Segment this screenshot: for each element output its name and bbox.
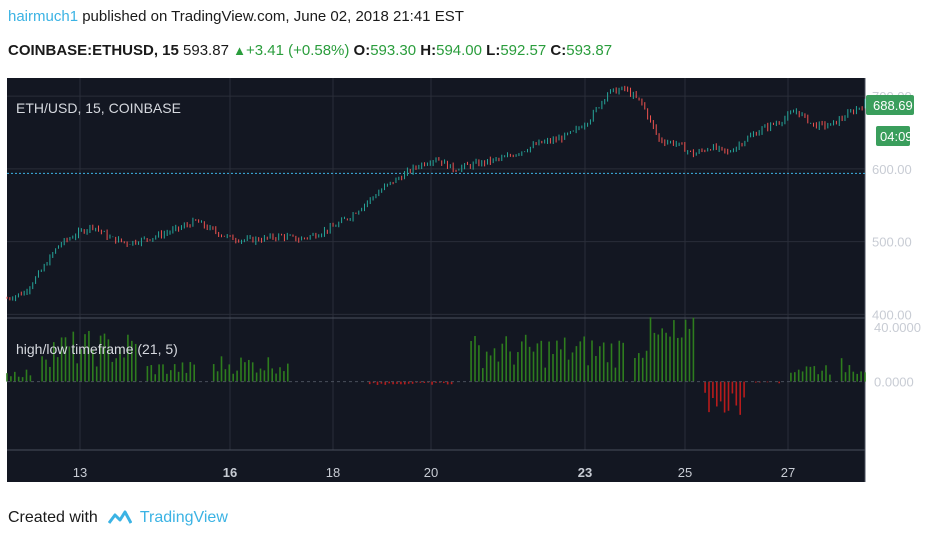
up-triangle-icon: ▲	[233, 43, 246, 58]
countdown-badge-text: 04:09	[880, 129, 913, 144]
symbol-label: COINBASE:ETHUSD, 15	[8, 42, 179, 59]
open-value: 593.30	[370, 42, 417, 59]
last-price: 593.87	[183, 42, 229, 59]
published-text: published on TradingView.com, June 02, 2…	[82, 8, 464, 25]
indicator-y-tick-label: 0.0000	[874, 375, 914, 390]
footer: Created with TradingView	[8, 509, 228, 527]
x-tick-label: 27	[781, 465, 795, 480]
high-label: H:	[420, 42, 437, 59]
high-value: 594.00	[436, 42, 482, 59]
x-tick-label: 18	[326, 465, 340, 480]
x-tick-label: 25	[678, 465, 692, 480]
open-label: O:	[353, 42, 371, 59]
last-price-badge	[866, 95, 914, 115]
indicator-title: high/low timeframe (21, 5)	[16, 341, 178, 357]
chart-title: ETH/USD, 15, COINBASE	[16, 100, 181, 116]
x-tick-label: 13	[73, 465, 87, 480]
indicator-y-tick-label: 40.0000	[874, 320, 921, 335]
x-tick-label: 23	[578, 465, 592, 480]
publish-info: hairmuch1 published on TradingView.com, …	[8, 8, 464, 25]
low-label: L:	[486, 42, 501, 59]
y-tick-label: 500.00	[872, 235, 912, 250]
low-value: 592.57	[500, 42, 547, 59]
price-change: +3.41 (+0.58%)	[245, 42, 350, 59]
close-label: C:	[550, 42, 567, 59]
tradingview-logo-icon[interactable]	[107, 509, 132, 527]
tradingview-brand-link[interactable]: TradingView	[139, 509, 228, 526]
y-tick-label: 400.00	[872, 307, 912, 322]
chart-frame	[7, 78, 865, 482]
author-link[interactable]: hairmuch1	[8, 8, 79, 25]
x-tick-label: 20	[424, 465, 438, 480]
y-tick-label: 600.00	[872, 162, 912, 177]
created-with-text: Created with	[8, 509, 98, 526]
symbol-bar: COINBASE:ETHUSD, 15 593.87 ▲+3.41 (+0.58…	[8, 42, 612, 59]
x-tick-label: 16	[223, 465, 237, 480]
close-value: 593.87	[566, 42, 613, 59]
last-price-badge-text: 688.69	[873, 98, 913, 113]
countdown-badge	[876, 126, 910, 146]
price-chart[interactable]: 13 16 18 20 23 25 27 ETH/USD, 15, COINBASE high/…	[0, 78, 932, 488]
